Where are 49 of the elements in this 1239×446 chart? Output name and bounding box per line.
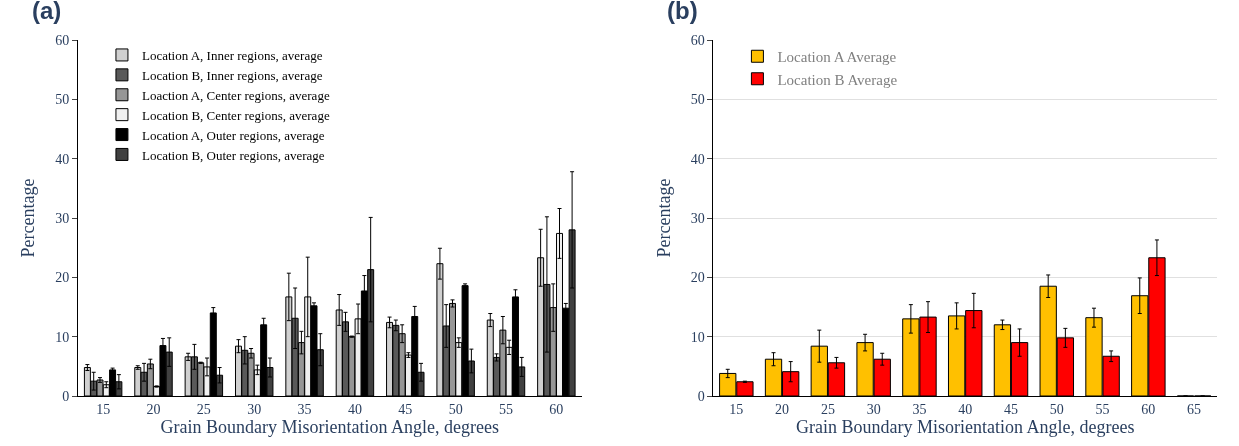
y-tick-label: 0: [62, 388, 70, 404]
x-tick-label: 45: [1004, 401, 1018, 417]
y-axis-title: Percentage: [653, 178, 674, 258]
x-tick-label: 30: [247, 401, 262, 417]
y-tick-label: 60: [55, 32, 70, 48]
x-tick-label: 30: [866, 401, 881, 417]
x-axis-title: Grain Boundary Misorientation Angle, degrees: [796, 416, 1135, 437]
x-tick-label: 60: [1141, 401, 1156, 417]
y-tick-label: 50: [690, 92, 705, 108]
y-tick-label: 40: [55, 151, 70, 167]
y-tick-label: 10: [55, 329, 70, 345]
y-tick-label: 20: [55, 270, 70, 286]
x-axis-title: Grain Boundary Misorientation Angle, degrees: [160, 416, 499, 437]
legend-label: Location A, Outer regions, average: [141, 127, 325, 143]
chart-title: (a): [32, 0, 62, 24]
y-tick-label: 0: [697, 388, 705, 404]
x-tick-label: 25: [820, 401, 835, 417]
x-tick-label: 25: [196, 401, 211, 417]
legend-label: Location B, Outer regions, average: [141, 147, 325, 163]
y-tick-label: 20: [690, 270, 705, 286]
x-tick-label: 50: [448, 401, 463, 417]
x-tick-label: 45: [398, 401, 413, 417]
y-tick-label: 60: [690, 32, 705, 48]
chart-title: (b): [667, 0, 698, 24]
y-tick-label: 30: [690, 210, 705, 226]
legend-label: Loaction A, Center regions, average: [141, 87, 330, 103]
x-tick-label: 60: [549, 401, 564, 417]
y-tick-label: 10: [690, 329, 705, 345]
legend-label: Location A, Inner regions, average: [141, 48, 323, 64]
x-tick-label: 35: [297, 401, 312, 417]
legend-label: Location B Average: [777, 71, 898, 88]
legend-label: Location B, Inner regions, average: [141, 67, 323, 83]
x-tick-label: 65: [1187, 401, 1202, 417]
x-tick-label: 15: [96, 401, 111, 417]
x-tick-label: 35: [912, 401, 927, 417]
x-tick-label: 50: [1049, 401, 1064, 417]
x-tick-label: 20: [146, 401, 161, 417]
x-tick-label: 55: [1095, 401, 1110, 417]
x-tick-label: 20: [775, 401, 790, 417]
y-axis-title: Percentage: [18, 178, 39, 258]
y-tick-label: 50: [55, 92, 70, 108]
x-tick-label: 40: [347, 401, 362, 417]
legend-label: Location A Average: [777, 49, 897, 66]
legend-label: Location B, Center regions, average: [141, 107, 330, 123]
x-tick-label: 40: [958, 401, 973, 417]
x-tick-label: 15: [729, 401, 744, 417]
y-tick-label: 40: [690, 151, 705, 167]
y-tick-label: 30: [55, 210, 70, 226]
x-tick-label: 55: [499, 401, 513, 417]
